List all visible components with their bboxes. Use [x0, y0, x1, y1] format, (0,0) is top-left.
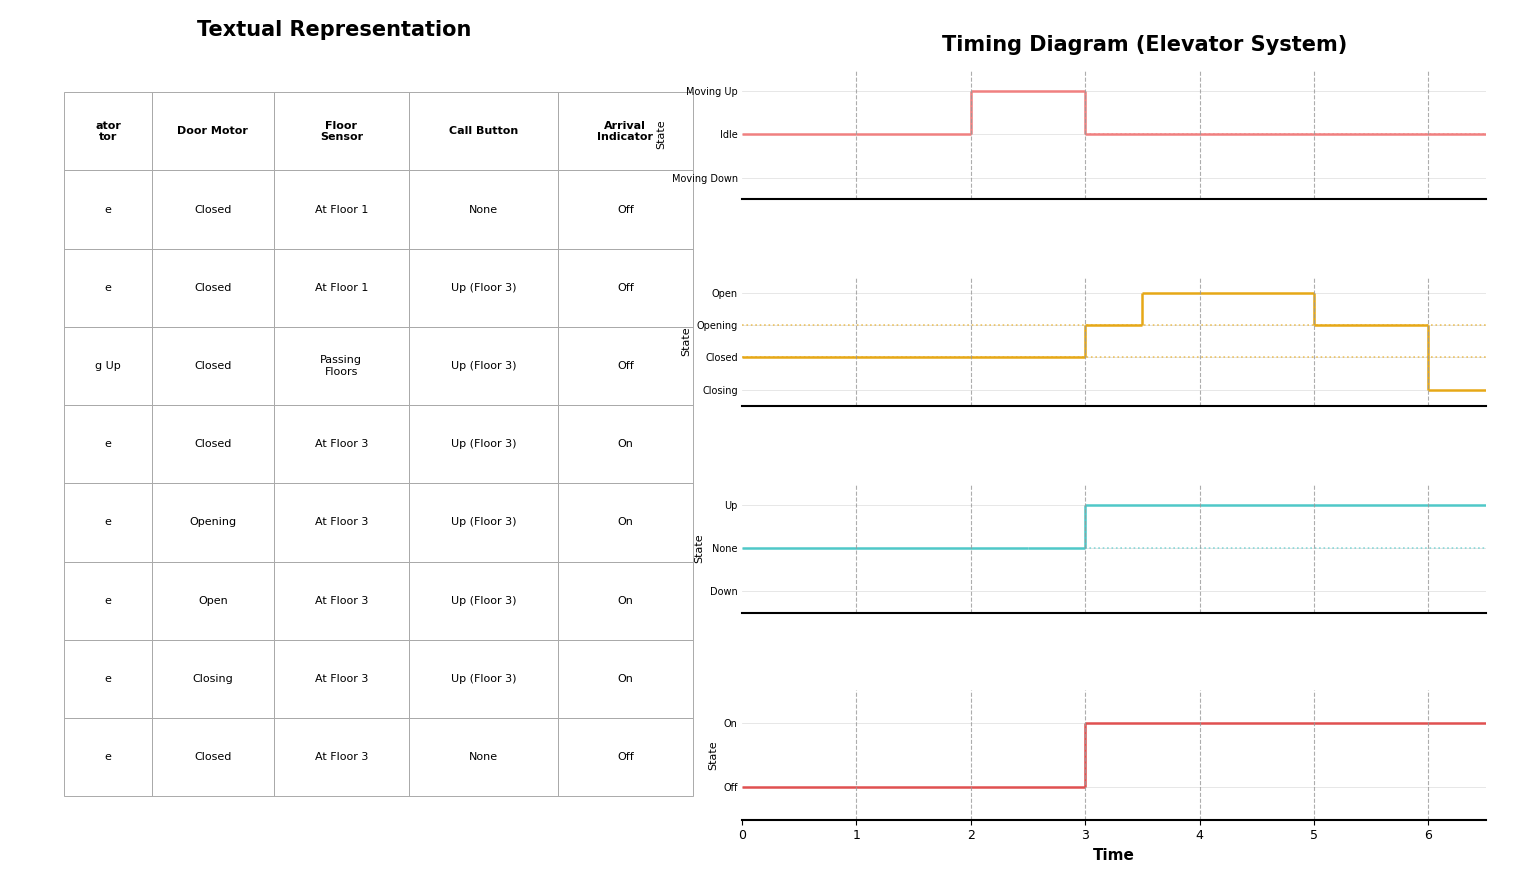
- Text: Closed: Closed: [194, 283, 232, 293]
- Bar: [274, 170, 409, 249]
- Bar: [274, 483, 409, 562]
- Text: Closed: Closed: [194, 753, 232, 762]
- Text: Passing
Floors: Passing Floors: [320, 355, 362, 377]
- Bar: [409, 327, 558, 405]
- Text: Up (Floor 3): Up (Floor 3): [450, 674, 515, 684]
- Text: None: None: [468, 753, 497, 762]
- Bar: [64, 483, 152, 562]
- Text: Timing Diagram (Elevator System): Timing Diagram (Elevator System): [941, 35, 1348, 55]
- Bar: [558, 483, 693, 562]
- Bar: [558, 405, 693, 483]
- Bar: [152, 562, 274, 640]
- Text: Up (Floor 3): Up (Floor 3): [450, 361, 515, 371]
- Text: None: None: [468, 205, 497, 215]
- Text: Textual Representation: Textual Representation: [197, 20, 471, 40]
- Text: At Floor 3: At Floor 3: [315, 517, 368, 528]
- Bar: [558, 170, 693, 249]
- Bar: [274, 562, 409, 640]
- Text: Closed: Closed: [194, 205, 232, 215]
- Bar: [64, 327, 152, 405]
- Bar: [558, 718, 693, 796]
- Text: On: On: [617, 674, 634, 684]
- Text: g Up: g Up: [96, 361, 121, 371]
- Y-axis label: State: State: [681, 326, 691, 356]
- Bar: [274, 640, 409, 718]
- Text: e: e: [105, 517, 112, 528]
- Bar: [152, 718, 274, 796]
- Text: e: e: [105, 439, 112, 449]
- Text: Closing: Closing: [193, 674, 233, 684]
- X-axis label: Time: Time: [1093, 848, 1135, 863]
- Text: At Floor 3: At Floor 3: [315, 753, 368, 762]
- Text: On: On: [617, 517, 634, 528]
- Text: Open: Open: [199, 596, 227, 606]
- Bar: [152, 249, 274, 327]
- Text: Floor
Sensor: Floor Sensor: [320, 120, 362, 142]
- Text: At Floor 1: At Floor 1: [315, 205, 368, 215]
- Bar: [274, 405, 409, 483]
- Text: On: On: [617, 596, 634, 606]
- Bar: [274, 327, 409, 405]
- Bar: [64, 562, 152, 640]
- Bar: [409, 249, 558, 327]
- Text: Up (Floor 3): Up (Floor 3): [450, 439, 515, 449]
- Bar: [64, 718, 152, 796]
- Text: Up (Floor 3): Up (Floor 3): [450, 596, 515, 606]
- Text: Up (Floor 3): Up (Floor 3): [450, 517, 515, 528]
- Text: e: e: [105, 283, 112, 293]
- Text: Off: Off: [617, 283, 634, 293]
- Text: Closed: Closed: [194, 361, 232, 371]
- Bar: [409, 640, 558, 718]
- Bar: [558, 327, 693, 405]
- Text: Opening: Opening: [190, 517, 236, 528]
- Bar: [274, 718, 409, 796]
- Text: Closed: Closed: [194, 439, 232, 449]
- Bar: [152, 640, 274, 718]
- Text: ator
tor: ator tor: [96, 120, 121, 142]
- Bar: [274, 92, 409, 170]
- Y-axis label: State: State: [708, 740, 719, 770]
- Text: Off: Off: [617, 205, 634, 215]
- Text: At Floor 3: At Floor 3: [315, 674, 368, 684]
- Bar: [409, 562, 558, 640]
- Text: On: On: [617, 439, 634, 449]
- Bar: [152, 327, 274, 405]
- Bar: [558, 562, 693, 640]
- Text: Off: Off: [617, 753, 634, 762]
- Text: At Floor 1: At Floor 1: [315, 283, 368, 293]
- Y-axis label: State: State: [694, 534, 705, 563]
- Bar: [64, 405, 152, 483]
- Text: e: e: [105, 674, 112, 684]
- Text: Arrival
Indicator: Arrival Indicator: [597, 120, 653, 142]
- Bar: [64, 249, 152, 327]
- Bar: [64, 170, 152, 249]
- Bar: [274, 249, 409, 327]
- Bar: [558, 249, 693, 327]
- Text: At Floor 3: At Floor 3: [315, 439, 368, 449]
- Bar: [558, 92, 693, 170]
- Text: e: e: [105, 205, 112, 215]
- Bar: [64, 92, 152, 170]
- Bar: [64, 640, 152, 718]
- Bar: [409, 718, 558, 796]
- Bar: [409, 483, 558, 562]
- Bar: [152, 405, 274, 483]
- Bar: [152, 483, 274, 562]
- Bar: [409, 405, 558, 483]
- Bar: [409, 92, 558, 170]
- Y-axis label: State: State: [656, 119, 666, 149]
- Text: At Floor 3: At Floor 3: [315, 596, 368, 606]
- Text: Up (Floor 3): Up (Floor 3): [450, 283, 515, 293]
- Text: Off: Off: [617, 361, 634, 371]
- Text: e: e: [105, 753, 112, 762]
- Bar: [409, 170, 558, 249]
- Text: Call Button: Call Button: [449, 126, 518, 136]
- Text: e: e: [105, 596, 112, 606]
- Text: Door Motor: Door Motor: [177, 126, 249, 136]
- Bar: [152, 92, 274, 170]
- Bar: [558, 640, 693, 718]
- Bar: [152, 170, 274, 249]
